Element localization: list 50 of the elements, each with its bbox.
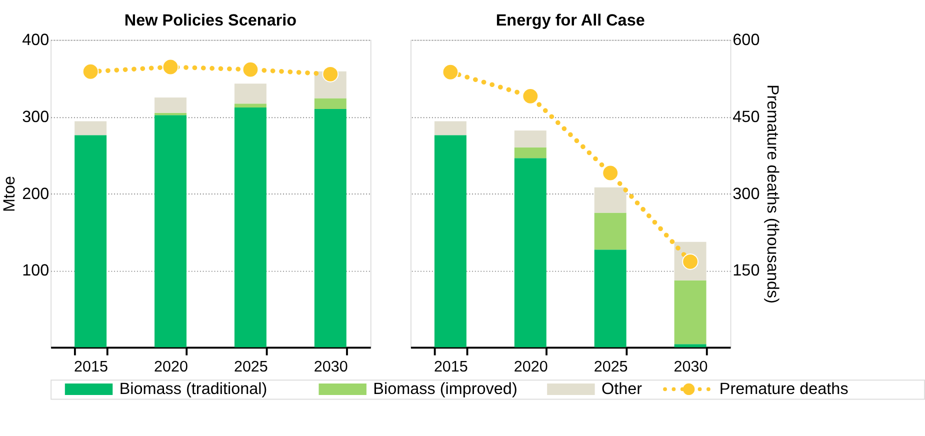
bar (74, 121, 107, 136)
point (442, 64, 459, 80)
y-axis-title: Mtoe (0, 176, 18, 212)
y2-axis-title: Premature deaths (thousands) (763, 84, 782, 304)
y2-tick-label: 300 (732, 184, 760, 203)
x-tick-label: 2020 (154, 358, 188, 376)
x-tick-label: 2030 (674, 358, 708, 376)
chart-title: Energy for All Case (496, 12, 645, 30)
x-tick-label: 2020 (514, 358, 548, 376)
y-tick-label: 200 (22, 184, 50, 203)
point (82, 63, 99, 80)
bar (234, 107, 266, 348)
bar (514, 130, 546, 148)
y-tick-label: 400 (22, 31, 50, 50)
x-tick-label: 2025 (594, 358, 628, 376)
bar (74, 135, 107, 348)
bar (674, 280, 706, 344)
legend-label: Premature deaths (719, 380, 848, 398)
point (322, 66, 339, 82)
point (602, 164, 619, 182)
bar (314, 98, 346, 109)
bar (234, 104, 266, 108)
bar (314, 108, 346, 348)
bar (514, 147, 546, 158)
y-tick-label: 300 (22, 108, 50, 126)
y2-tick-label: 150 (732, 262, 760, 280)
y-tick-label: 100 (22, 262, 50, 280)
x-tick-label: 2015 (434, 358, 468, 376)
bar (154, 97, 187, 113)
bar (594, 212, 626, 250)
x-tick-label: 2025 (234, 358, 268, 376)
point (242, 61, 259, 78)
chart-title: New Policies Scenario (124, 12, 297, 30)
bar (234, 84, 266, 104)
bar (594, 187, 626, 213)
y2-tick-label: 600 (732, 31, 760, 50)
legend-label: Other (601, 380, 643, 398)
bar (154, 115, 187, 348)
bar (434, 121, 466, 136)
x-tick-label: 2015 (74, 358, 108, 376)
point (162, 58, 179, 76)
bar (514, 158, 546, 348)
bar (674, 344, 706, 348)
bar (594, 250, 626, 348)
legend-label: Biomass (improved) (373, 380, 518, 398)
y2-tick-label: 450 (732, 108, 760, 126)
x-tick-label: 2030 (314, 358, 348, 376)
bar (434, 135, 466, 348)
point (522, 88, 539, 104)
legend-label: Biomass (traditional) (119, 380, 268, 398)
